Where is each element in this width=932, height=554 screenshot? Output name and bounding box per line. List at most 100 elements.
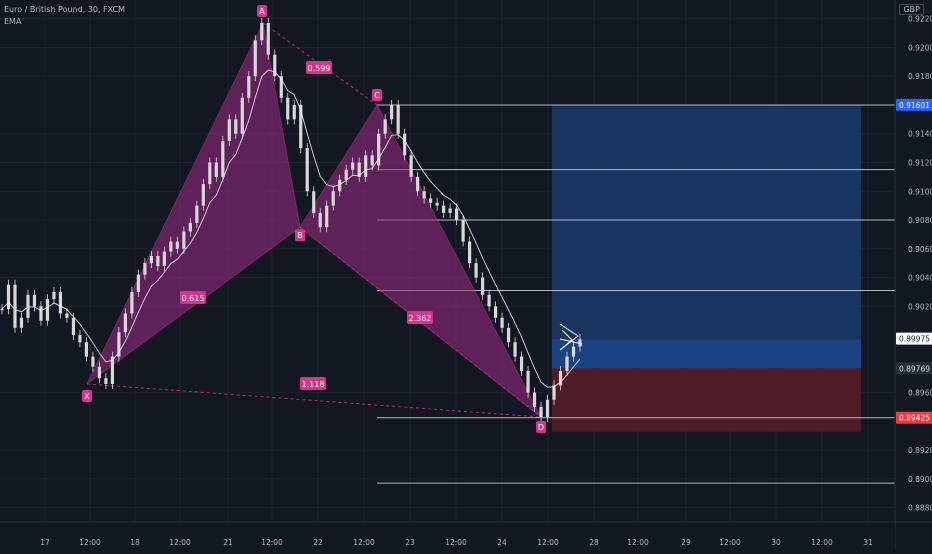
candle-body	[130, 291, 134, 314]
candle-body	[448, 208, 452, 213]
candle-body	[565, 356, 569, 372]
candle-body	[506, 327, 511, 343]
candle-body	[422, 191, 426, 199]
x-tick-label: 12:00	[719, 538, 741, 547]
currency-label: GBP	[899, 4, 924, 15]
candle-body	[325, 205, 329, 228]
candle-body	[195, 205, 199, 223]
candle-body	[578, 339, 582, 347]
candle-body	[338, 179, 342, 192]
candle-body	[169, 241, 173, 252]
candle-body	[26, 294, 30, 318]
ratio-badge	[180, 291, 206, 304]
pattern-point-label: D	[538, 423, 544, 432]
pattern-point-label: A	[259, 7, 265, 16]
candle-body	[396, 104, 400, 134]
candle-body	[260, 23, 264, 41]
candle-body	[221, 140, 225, 177]
candle-body	[58, 291, 63, 314]
candle-body	[13, 284, 17, 328]
pattern-point-d	[536, 421, 546, 434]
target-price-tag-bg	[896, 98, 932, 111]
candle-body	[305, 148, 309, 192]
candle-body	[539, 406, 543, 418]
pattern-point-label: X	[84, 392, 90, 401]
candle-body	[97, 366, 102, 379]
pattern-point-a	[257, 5, 267, 18]
pattern-point-label: C	[374, 91, 380, 100]
x-tick-label: 21	[223, 538, 233, 547]
candle-body	[545, 399, 550, 418]
candle-body	[32, 294, 37, 307]
candle-body	[156, 255, 160, 267]
candle-body	[318, 212, 322, 228]
x-tick-label: 12:00	[627, 538, 649, 547]
x-tick-label: 30	[771, 538, 781, 547]
candle-body	[558, 371, 563, 386]
candle-body	[273, 54, 277, 77]
ratio-badge	[407, 311, 433, 324]
candle-body	[201, 184, 205, 206]
ratio-label: 1.118	[302, 380, 325, 389]
candle-body	[110, 356, 115, 384]
x-tick-label: 17	[40, 538, 50, 547]
candle-body	[84, 342, 89, 357]
candle-body	[91, 356, 95, 367]
candle-body	[266, 23, 270, 55]
pattern-point-c	[372, 88, 382, 101]
candle-body	[0, 309, 4, 311]
candle-body	[487, 294, 491, 307]
indicator-label: EMA	[4, 17, 22, 26]
candle-body	[513, 342, 517, 357]
x-tick-label: 12:00	[169, 538, 191, 547]
candle-body	[143, 263, 147, 275]
candle-body	[162, 251, 166, 267]
entry-price-tag: 0.89769	[899, 364, 930, 373]
current-price-tag-bg	[896, 332, 932, 345]
candle-body	[52, 291, 56, 300]
candle-body	[500, 317, 504, 328]
candle-body	[383, 119, 387, 134]
x-tick-label: 12:00	[353, 538, 375, 547]
time-axis-bg	[0, 522, 895, 550]
candle-body	[455, 208, 459, 221]
target-zone	[552, 104, 861, 369]
ratio-badge	[306, 61, 332, 74]
triangle-breakout-line	[559, 338, 583, 345]
ratio-badge	[300, 377, 326, 390]
candle-body	[480, 277, 485, 295]
candle-body	[253, 40, 257, 77]
candle-body	[519, 356, 524, 372]
chart-title: Euro / British Pound, 30, FXCM	[4, 5, 126, 14]
candle-body	[78, 335, 82, 343]
candle-body	[247, 76, 251, 98]
candle-body	[71, 317, 76, 336]
candle-body	[571, 346, 576, 357]
x-tick-label: 28	[589, 538, 599, 547]
xd-line	[86, 383, 542, 418]
candle-body	[344, 169, 348, 180]
candle-body	[123, 313, 127, 333]
candle-body	[214, 162, 218, 177]
x-tick-label: 29	[681, 538, 691, 547]
candle-body	[292, 104, 296, 120]
ratio-label: 2.362	[409, 314, 432, 323]
candle-body	[208, 162, 212, 185]
candle-body	[403, 133, 407, 156]
candle-body	[45, 299, 50, 321]
candle-body	[182, 231, 186, 249]
stop-zone	[552, 368, 861, 432]
candle-body	[364, 155, 368, 177]
candle-body	[240, 97, 244, 134]
candle-body	[461, 220, 465, 242]
